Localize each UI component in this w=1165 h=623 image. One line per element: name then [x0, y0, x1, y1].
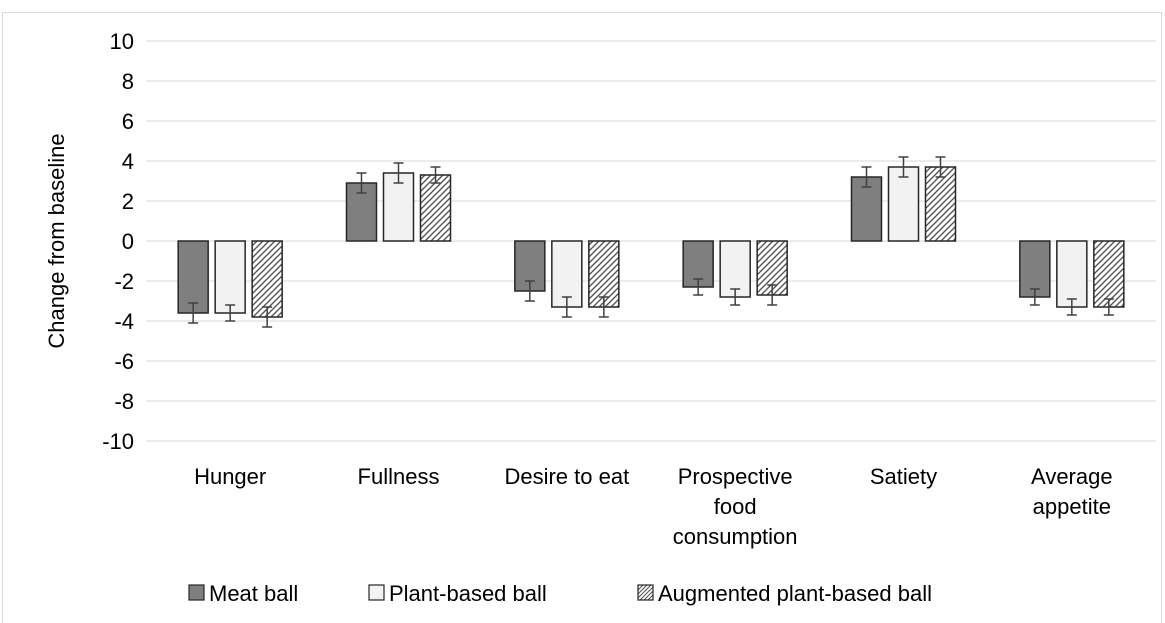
y-tick-label: -2 [114, 269, 134, 294]
error-bar [1066, 298, 1077, 316]
bar [924, 166, 957, 242]
bar [382, 172, 415, 242]
bars [177, 156, 1125, 328]
x-tick-label: Fullness [358, 464, 440, 489]
y-tick-label: -6 [114, 349, 134, 374]
error-bar [561, 296, 572, 318]
x-tick-label: Satiety [870, 464, 937, 489]
y-axis-label: Change from baseline [44, 133, 69, 348]
legend-label: Plant-based ball [389, 581, 547, 606]
error-bar [393, 162, 404, 184]
gridlines [146, 40, 1156, 442]
error-bar [767, 284, 778, 306]
legend: Meat ball Plant-based ball Augmented plant… [188, 581, 932, 606]
y-axis: 10 8 6 4 2 0 -2 -4 -6 -8 -10 [102, 29, 134, 454]
y-tick-label: 8 [122, 69, 134, 94]
error-bar [693, 278, 704, 296]
bar [588, 240, 620, 308]
error-bar [1103, 298, 1114, 316]
error-bar [1029, 288, 1040, 306]
error-bar [861, 166, 872, 188]
x-tick-label: Desire to eat [504, 464, 629, 489]
y-tick-label: 10 [110, 29, 134, 54]
y-tick-label: 0 [122, 229, 134, 254]
error-bar [430, 166, 441, 184]
error-bar [598, 296, 609, 318]
bar [1093, 240, 1125, 308]
error-bar [188, 302, 199, 324]
y-tick-label: 2 [122, 189, 134, 214]
error-bar [935, 156, 946, 178]
error-bar [524, 280, 535, 302]
error-bar [730, 288, 741, 306]
x-tick-label: Average appetite [1031, 464, 1113, 519]
chart-frame [2, 12, 1162, 623]
legend-swatch [368, 584, 385, 601]
legend-label: Augmented plant-based ball [658, 581, 932, 606]
bar [1056, 240, 1088, 308]
y-tick-label: -4 [114, 309, 134, 334]
error-bar [898, 156, 909, 178]
legend-label: Meat ball [209, 581, 298, 606]
x-tick-label: Prospective food consumption [673, 464, 798, 549]
x-tick-label: Hunger [194, 464, 266, 489]
y-tick-label: 4 [122, 149, 134, 174]
legend-item: Augmented plant-based ball [637, 581, 932, 606]
bar [214, 240, 246, 314]
legend-item: Meat ball [188, 581, 298, 606]
bar [551, 240, 583, 308]
bar [419, 174, 452, 242]
legend-swatch [637, 584, 654, 601]
legend-swatch [188, 584, 205, 601]
error-bar [262, 306, 273, 328]
bar [345, 182, 378, 242]
error-bar [356, 172, 367, 194]
y-tick-label: 6 [122, 109, 134, 134]
bar [177, 240, 209, 314]
category-labels: Hunger Fullness Desire to eat Prospective fo… [194, 464, 1113, 549]
bar [887, 166, 920, 242]
y-tick-label: -8 [114, 389, 134, 414]
y-tick-label: -10 [102, 429, 134, 454]
bar [251, 240, 283, 318]
legend-item: Plant-based ball [368, 581, 547, 606]
error-bar [225, 304, 236, 322]
